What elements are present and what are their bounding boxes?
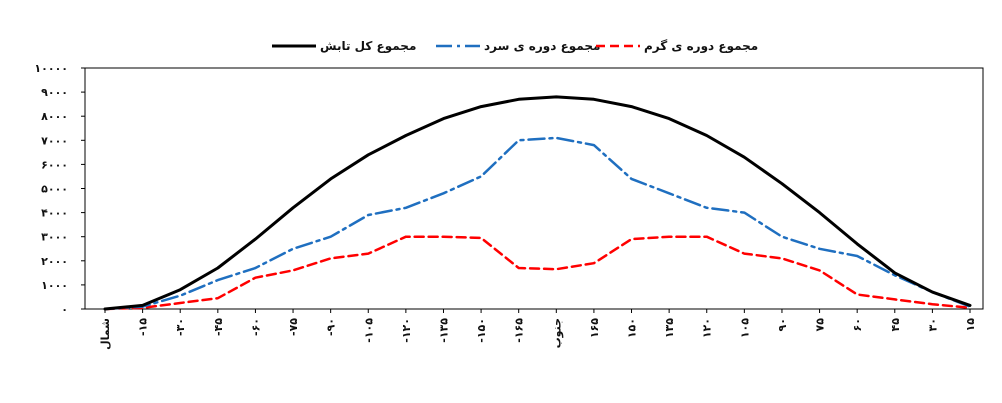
x-tick-label: ۳۰ [926,318,939,331]
x-tick-label: -۴۵ [212,318,225,336]
y-tick-label: ۶۰۰۰ [41,158,68,171]
x-tick-label: -۱۰۵ [362,318,375,343]
x-tick-label: ۱۲۰ [701,318,714,338]
legend-label-0: مجموع کل تابش [320,39,416,54]
y-tick-label: ۰ [61,303,68,316]
x-tick-label: -۱۳۵ [437,318,450,343]
series-line-2 [103,235,972,311]
series-line-0 [103,95,972,311]
y-tick-label: ۵۰۰۰ [41,183,68,196]
y-tick-label: ۱۰۰۰ [41,279,68,292]
x-tick-label: -۱۶۵ [513,318,526,343]
x-tick-label: شمال [99,318,112,350]
x-tick-label: ۱۳۵ [663,318,676,338]
y-tick-label: ۲۰۰۰ [41,255,68,268]
y-tick-label: ۳۰۰۰ [41,231,68,244]
legend-label-1: مجموع دوره ی سرد [484,39,600,54]
y-tick-label: ۱۰۰۰۰ [34,62,68,75]
x-tick-label: -۷۵ [287,318,300,336]
x-tick-label: ۱۶۵ [588,318,601,338]
x-tick-label: -۱۲۰ [400,318,413,343]
y-axis: ۰ ۱۰۰۰ ۲۰۰۰ ۳۰۰۰ ۴۰۰۰ ۵۰۰۰ ۶۰۰۰ ۷۰۰۰ ۸۰۰۰ ۹۰۰۰ ۱۰۰… [34,62,85,316]
y-tick-label: ۹۰۰۰ [41,86,68,99]
legend-label-2: مجموع دوره ی گرم [644,39,758,54]
x-tick-label: ۱۵۰ [626,318,639,338]
x-tick-label: -۹۰ [325,318,338,336]
x-tick-label: -۳۰ [174,318,187,336]
x-tick-label: ۱۵ [964,318,977,332]
x-axis: شمال -۱۵ -۳۰ -۴۵ -۶۰ -۷۵ -۹۰ -۱۰۵ -۱۲۰ -۱۳۵ -۱۵۰ -۱… [99,309,977,350]
series-line-1 [103,136,972,311]
x-tick-label: ۷۵ [814,318,827,332]
x-tick-label: ۱۰۵ [738,318,751,338]
series-layer [103,95,972,311]
x-tick-label: ۴۵ [889,318,902,332]
legend: مجموع کل تابش مجموع دوره ی سرد مجموع دوره … [272,39,758,54]
x-tick-label: -۱۵۰ [475,318,488,343]
x-tick-label: جنوب [550,318,563,348]
x-tick-label: -۶۰ [249,318,262,336]
x-tick-label: ۹۰ [776,318,789,331]
x-tick-label: -۱۵ [137,318,150,336]
y-tick-label: ۷۰۰۰ [41,134,68,147]
y-tick-label: ۸۰۰۰ [41,110,68,123]
x-tick-label: ۶۰ [851,318,864,331]
y-tick-label: ۴۰۰۰ [41,207,68,220]
